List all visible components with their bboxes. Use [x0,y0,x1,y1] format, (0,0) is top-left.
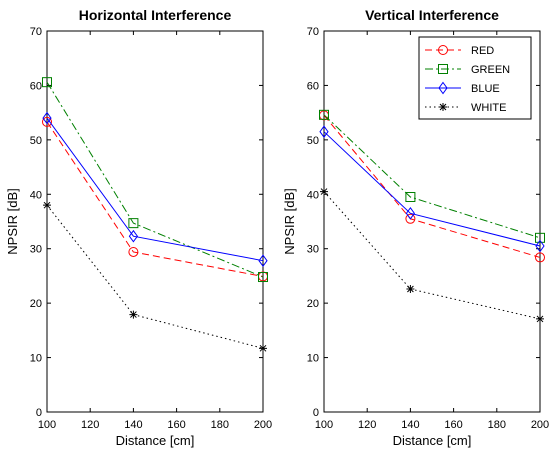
x-tick-label: 140 [401,419,419,431]
y-tick-label: 30 [307,244,319,256]
legend: RED GREEN BLUE WHITE [418,36,532,120]
y-tick-label: 60 [30,80,42,92]
y-tick-label: 0 [313,407,319,419]
y-tick-label: 30 [30,244,42,256]
chart-panel-1: Horizontal Interference 0 10 20 30 40 50 60 70 10… [5,7,272,448]
data-point-white [406,284,415,293]
data-point-blue [42,111,52,125]
legend-marker-white [439,103,447,111]
series-green [42,77,268,283]
x-tick-label: 140 [124,419,142,431]
data-point-blue [535,239,545,253]
y-tick-label: 10 [307,353,319,365]
data-point-white [320,187,328,196]
series-line-blue [323,131,541,247]
series-green [319,109,545,243]
data-point-green [405,192,416,203]
x-tick-label: 120 [81,419,99,431]
legend-label-white: WHITE [471,102,506,114]
x-tick-label: 180 [211,419,229,431]
data-point-white [43,201,51,210]
legend-box [418,36,532,120]
data-point-green [535,232,545,243]
x-tick-label: 160 [444,419,462,431]
legend-label-blue: BLUE [471,83,500,95]
data-point-red [405,213,416,224]
y-tick-label: 50 [30,135,42,147]
y-tick-label: 70 [307,26,319,38]
legend-marker-green [438,64,448,74]
y-tick-label: 70 [30,26,42,38]
x-axis-label: Distance [cm] [116,433,195,448]
y-axis-label: NPSIR [dB] [5,188,20,254]
series-line-green [323,114,541,239]
series-line-white [46,204,264,349]
legend-label-red: RED [471,45,494,57]
data-point-blue [405,206,416,220]
y-axis-label: NPSIR [dB] [282,188,297,254]
chart-title: Horizontal Interference [79,7,232,23]
y-tick-label: 40 [307,189,319,201]
x-tick-label: 200 [531,419,549,431]
series-white [43,201,267,353]
series-line-red [46,121,264,277]
x-tick-label: 200 [254,419,272,431]
data-point-green [42,77,52,88]
data-point-white [129,310,138,319]
data-point-blue [319,125,329,139]
y-tick-label: 20 [307,298,319,310]
data-point-red [42,116,52,127]
data-point-red [535,252,545,263]
data-point-blue [258,254,268,268]
series-white [320,187,544,323]
y-tick-label: 50 [307,135,319,147]
x-tick-label: 100 [315,419,333,431]
series-line-green [46,81,264,278]
series-blue [319,125,545,253]
data-point-white [259,344,267,353]
plot-area [46,30,264,413]
chart-title: Vertical Interference [365,7,499,23]
y-tick-label: 0 [36,407,42,419]
series-red [42,116,268,282]
y-tick-label: 40 [30,189,42,201]
series-blue [42,111,268,268]
legend-label-green: GREEN [471,64,510,76]
chart-panel-2: Vertical Interference 0 10 20 30 40 50 60 70 100 1… [282,7,549,448]
x-axis-label: Distance [cm] [393,433,472,448]
legend-marker-red [438,45,448,55]
x-tick-label: 120 [358,419,376,431]
data-point-green [128,218,139,229]
legend-marker-blue [438,81,448,95]
data-point-blue [128,229,139,243]
y-tick-label: 20 [30,298,42,310]
data-point-red [128,246,139,257]
x-tick-label: 100 [38,419,56,431]
x-tick-label: 160 [167,419,185,431]
y-tick-label: 10 [30,353,42,365]
x-tick-label: 180 [488,419,506,431]
y-tick-label: 60 [307,80,319,92]
data-point-green [319,109,329,120]
data-point-green [258,272,268,283]
data-point-white [536,314,544,323]
series-line-blue [46,117,264,262]
